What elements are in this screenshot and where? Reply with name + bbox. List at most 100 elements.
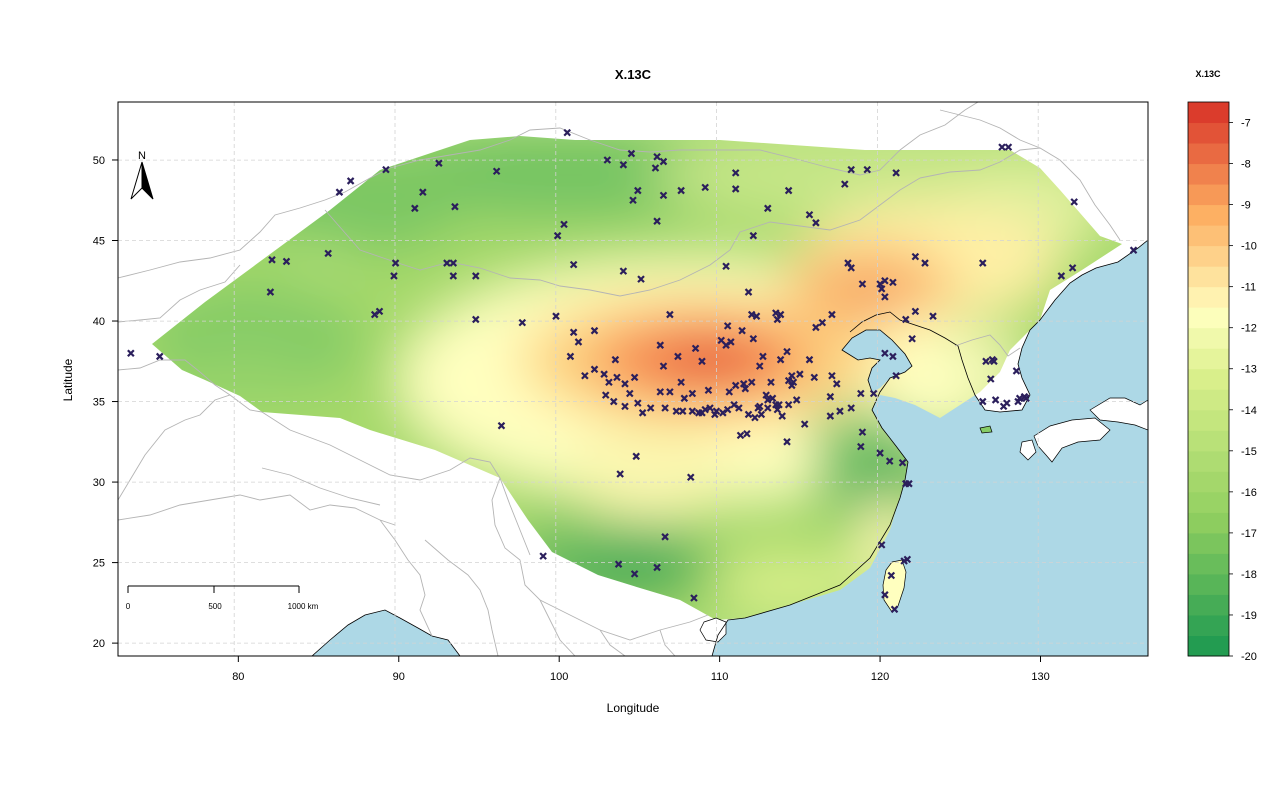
legend-band [1188, 122, 1229, 144]
legend-band [1188, 102, 1229, 124]
sample-point [810, 373, 819, 382]
sample-point [889, 278, 897, 287]
sample-point [892, 169, 900, 177]
sample-point [688, 407, 697, 415]
sample-point [739, 380, 748, 388]
sample-point [826, 392, 835, 401]
sample-point [443, 259, 451, 267]
sample-point [471, 315, 480, 324]
border-india-south [118, 494, 396, 526]
sample-point [552, 312, 560, 320]
bohai-sea [842, 330, 912, 392]
sample-point [653, 152, 661, 161]
border-korea [954, 334, 1021, 357]
sample-point [812, 323, 820, 332]
sample-point [653, 563, 661, 572]
sample-point [656, 341, 665, 349]
japan-honshu [1033, 417, 1111, 463]
legend-band [1188, 594, 1229, 616]
sample-point [419, 188, 427, 196]
sample-point [885, 457, 894, 465]
sample-point [749, 334, 758, 343]
sample-point [569, 328, 578, 337]
border-nepal [261, 467, 381, 506]
sample-point [614, 560, 623, 568]
sample-point [763, 204, 772, 213]
sample-point [375, 307, 384, 316]
sample-point [1070, 198, 1078, 206]
sample-point [738, 326, 746, 335]
sample-point [659, 157, 668, 166]
sample-point [892, 372, 900, 380]
sample-point [741, 384, 750, 393]
sample-point [661, 533, 669, 541]
legend-band [1188, 614, 1229, 636]
sample-point [828, 372, 836, 380]
legend-band [1188, 389, 1229, 411]
border-russia-east [939, 109, 1041, 149]
legend-band [1188, 327, 1229, 349]
sample-point [743, 429, 751, 438]
sample-point [651, 164, 660, 172]
scale-bar: 0 500 1000 km [126, 585, 319, 611]
sample-point [634, 399, 642, 407]
y-tick-label: 35 [93, 397, 105, 409]
sample-point [722, 262, 730, 271]
sample-point [857, 442, 865, 451]
sample-point [877, 541, 886, 549]
sample-point [553, 231, 562, 240]
sample-point [789, 378, 798, 386]
y-tick-label: 45 [93, 236, 105, 248]
sample-point [857, 389, 865, 398]
sample-point [581, 372, 589, 380]
legend-color-bar [1188, 102, 1229, 657]
legend-tick-label: -9 [1241, 200, 1251, 212]
legend-tick-label: -12 [1241, 323, 1257, 335]
sample-point [890, 605, 899, 614]
y-tick-label: 30 [93, 477, 105, 489]
water-overlay [842, 330, 940, 500]
sample-point [666, 310, 674, 319]
sample-point [784, 186, 793, 195]
sample-point [626, 389, 634, 398]
x-tick-label: 110 [711, 671, 729, 683]
sample-point [876, 449, 884, 457]
sample-point [783, 438, 791, 446]
sample-point [744, 288, 753, 296]
sample-point [772, 309, 780, 317]
sample-point [749, 231, 758, 240]
water-layer [312, 240, 1148, 656]
japan-hokkaido [1089, 397, 1148, 431]
sample-point [711, 410, 719, 419]
sample-point [988, 355, 997, 364]
map-title: X.13C [615, 67, 652, 82]
sample-point [411, 204, 419, 213]
sample-point [706, 404, 714, 412]
sample-point [601, 391, 610, 399]
sample-point [695, 409, 703, 417]
coastline-bengal [311, 609, 461, 656]
sample-point [840, 180, 849, 188]
sample-point [773, 405, 782, 414]
sample-point [929, 312, 937, 320]
sample-point [784, 376, 793, 385]
sample-point [767, 378, 775, 386]
sample-point [634, 186, 642, 195]
sample-point [725, 388, 734, 396]
legend-band [1188, 266, 1229, 288]
color-legend: X.13C -7-8-9-10-11-12-13-14-15-16-17-18-… [1187, 69, 1257, 663]
sample-point [723, 322, 732, 330]
sample-point [616, 470, 624, 478]
sample-point [877, 285, 886, 293]
sample-point [391, 259, 400, 267]
sample-point [747, 378, 756, 386]
sample-point [690, 594, 698, 602]
sample-point [783, 347, 791, 356]
sample-point [982, 357, 990, 366]
sample-point [858, 280, 867, 288]
sample-point [887, 571, 896, 580]
border-pakistan-india [118, 394, 263, 501]
y-tick-label: 25 [93, 558, 105, 570]
jeju [979, 425, 993, 434]
sample-point [908, 334, 916, 343]
